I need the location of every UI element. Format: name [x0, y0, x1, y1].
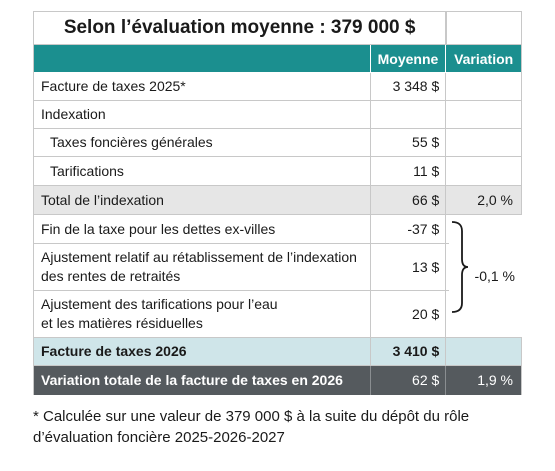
adjustment-group: Fin de la taxe pour les dettes ex-villes… [34, 215, 523, 338]
row-variation [446, 157, 521, 185]
row-value: 13 $ [371, 244, 447, 290]
row-label: Indexation [34, 101, 371, 128]
group-variation: -0,1 % [474, 268, 515, 284]
table-header-row: Moyenne Variation [34, 45, 521, 73]
row-value: 3 410 $ [371, 338, 447, 365]
table-row: Indexation [34, 101, 521, 129]
row-label: Variation totale de la facture de taxes … [34, 366, 371, 395]
total-indexation-row: Total de l’indexation 66 $ 2,0 % [34, 186, 521, 215]
row-variation [446, 101, 521, 128]
row-label: Facture de taxes 2026 [34, 338, 371, 365]
row-variation [446, 73, 521, 100]
row-label: Taxes foncières générales [34, 129, 371, 156]
row-value: 20 $ [371, 291, 447, 337]
table-row: Facture de taxes 2025* 3 348 $ [34, 73, 521, 101]
row-label: Total de l’indexation [34, 186, 371, 214]
row-value: 11 $ [371, 157, 447, 185]
facture-2026-row: Facture de taxes 2026 3 410 $ [34, 338, 521, 366]
row-variation [446, 129, 521, 156]
variation-totale-row: Variation totale de la facture de taxes … [34, 366, 521, 395]
row-variation [446, 338, 521, 365]
row-label: Tarifications [34, 157, 371, 185]
row-value: 55 $ [371, 129, 447, 156]
row-label: Ajustement relatif au rétablissement de … [34, 244, 371, 290]
row-value [371, 101, 447, 128]
row-variation: 1,9 % [477, 372, 513, 388]
header-moyenne: Moyenne [371, 45, 447, 72]
table-title-row: Selon l’évaluation moyenne : 379 000 $ [34, 12, 521, 45]
row-value: 3 348 $ [371, 73, 447, 100]
row-variation: 2,0 % [477, 191, 513, 208]
row-value: 62 $ [371, 366, 447, 395]
table-title: Selon l’évaluation moyenne : 379 000 $ [34, 12, 447, 44]
footnote: * Calculée sur une valeur de 379 000 $ à… [33, 408, 470, 446]
row-value: -37 $ [371, 215, 447, 243]
table-row: Ajustement relatif au rétablissement de … [34, 244, 521, 291]
table-row: Tarifications 11 $ [34, 157, 521, 186]
curly-brace-icon [451, 221, 469, 313]
row-label: Facture de taxes 2025* [34, 73, 371, 100]
row-label: Ajustement des tarifications pour l’eau … [34, 291, 371, 337]
tax-table: Selon l’évaluation moyenne : 379 000 $ M… [33, 11, 523, 395]
table-row: Taxes foncières générales 55 $ [34, 129, 521, 157]
row-value: 66 $ [371, 186, 447, 214]
header-variation: Variation [454, 50, 514, 67]
table-row: Fin de la taxe pour les dettes ex-villes… [34, 215, 521, 244]
table-row: Ajustement des tarifications pour l’eau … [34, 291, 521, 338]
row-label: Fin de la taxe pour les dettes ex-villes [34, 215, 371, 243]
